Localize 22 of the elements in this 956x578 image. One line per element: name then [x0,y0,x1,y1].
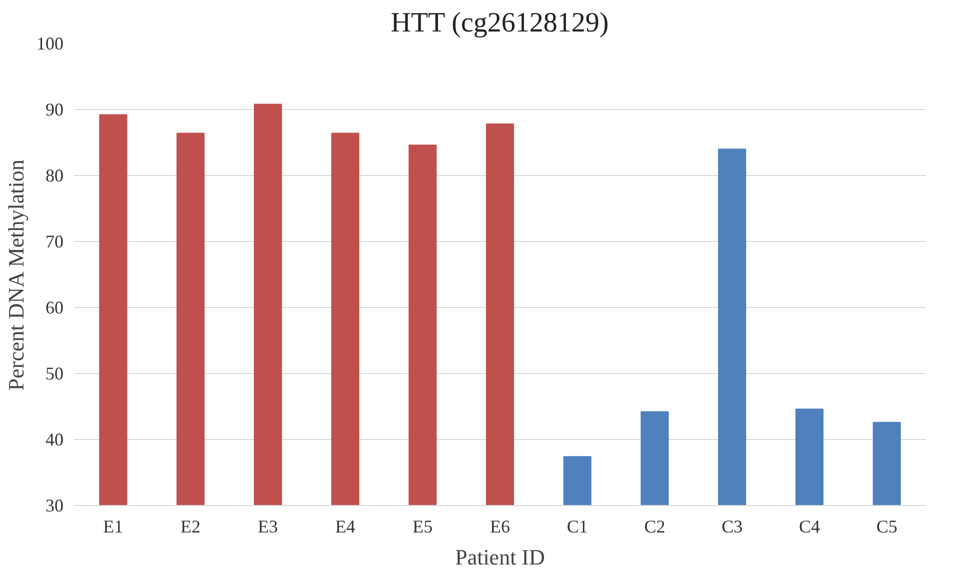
x-tick-label: C5 [876,516,898,536]
x-tick-label: E4 [335,516,356,536]
y-tick-label: 50 [46,364,64,384]
y-tick-label: 40 [46,430,64,450]
x-tick-label: C2 [644,516,666,536]
y-tick-label: 90 [46,100,64,120]
x-tick-label: E6 [490,516,510,536]
x-tick-label: E2 [180,516,201,536]
y-tick-label: 70 [46,232,64,252]
x-tick-label: C4 [798,516,820,536]
x-tick-label: C1 [566,516,588,536]
y-tick-label: 100 [36,34,64,54]
y-axis-title: Percent DNA Methylation [4,160,28,391]
x-tick-label: E1 [103,516,124,536]
y-tick-label: 60 [46,298,64,318]
x-axis-title: Patient ID [455,544,545,570]
x-tick-label: E5 [412,516,433,536]
y-tick-label: 80 [46,166,64,186]
y-tick-label: 30 [46,496,64,516]
chart-title: HTT (cg26128129) [390,8,609,38]
x-tick-label: C3 [722,516,743,536]
x-tick-label: E3 [258,516,278,536]
